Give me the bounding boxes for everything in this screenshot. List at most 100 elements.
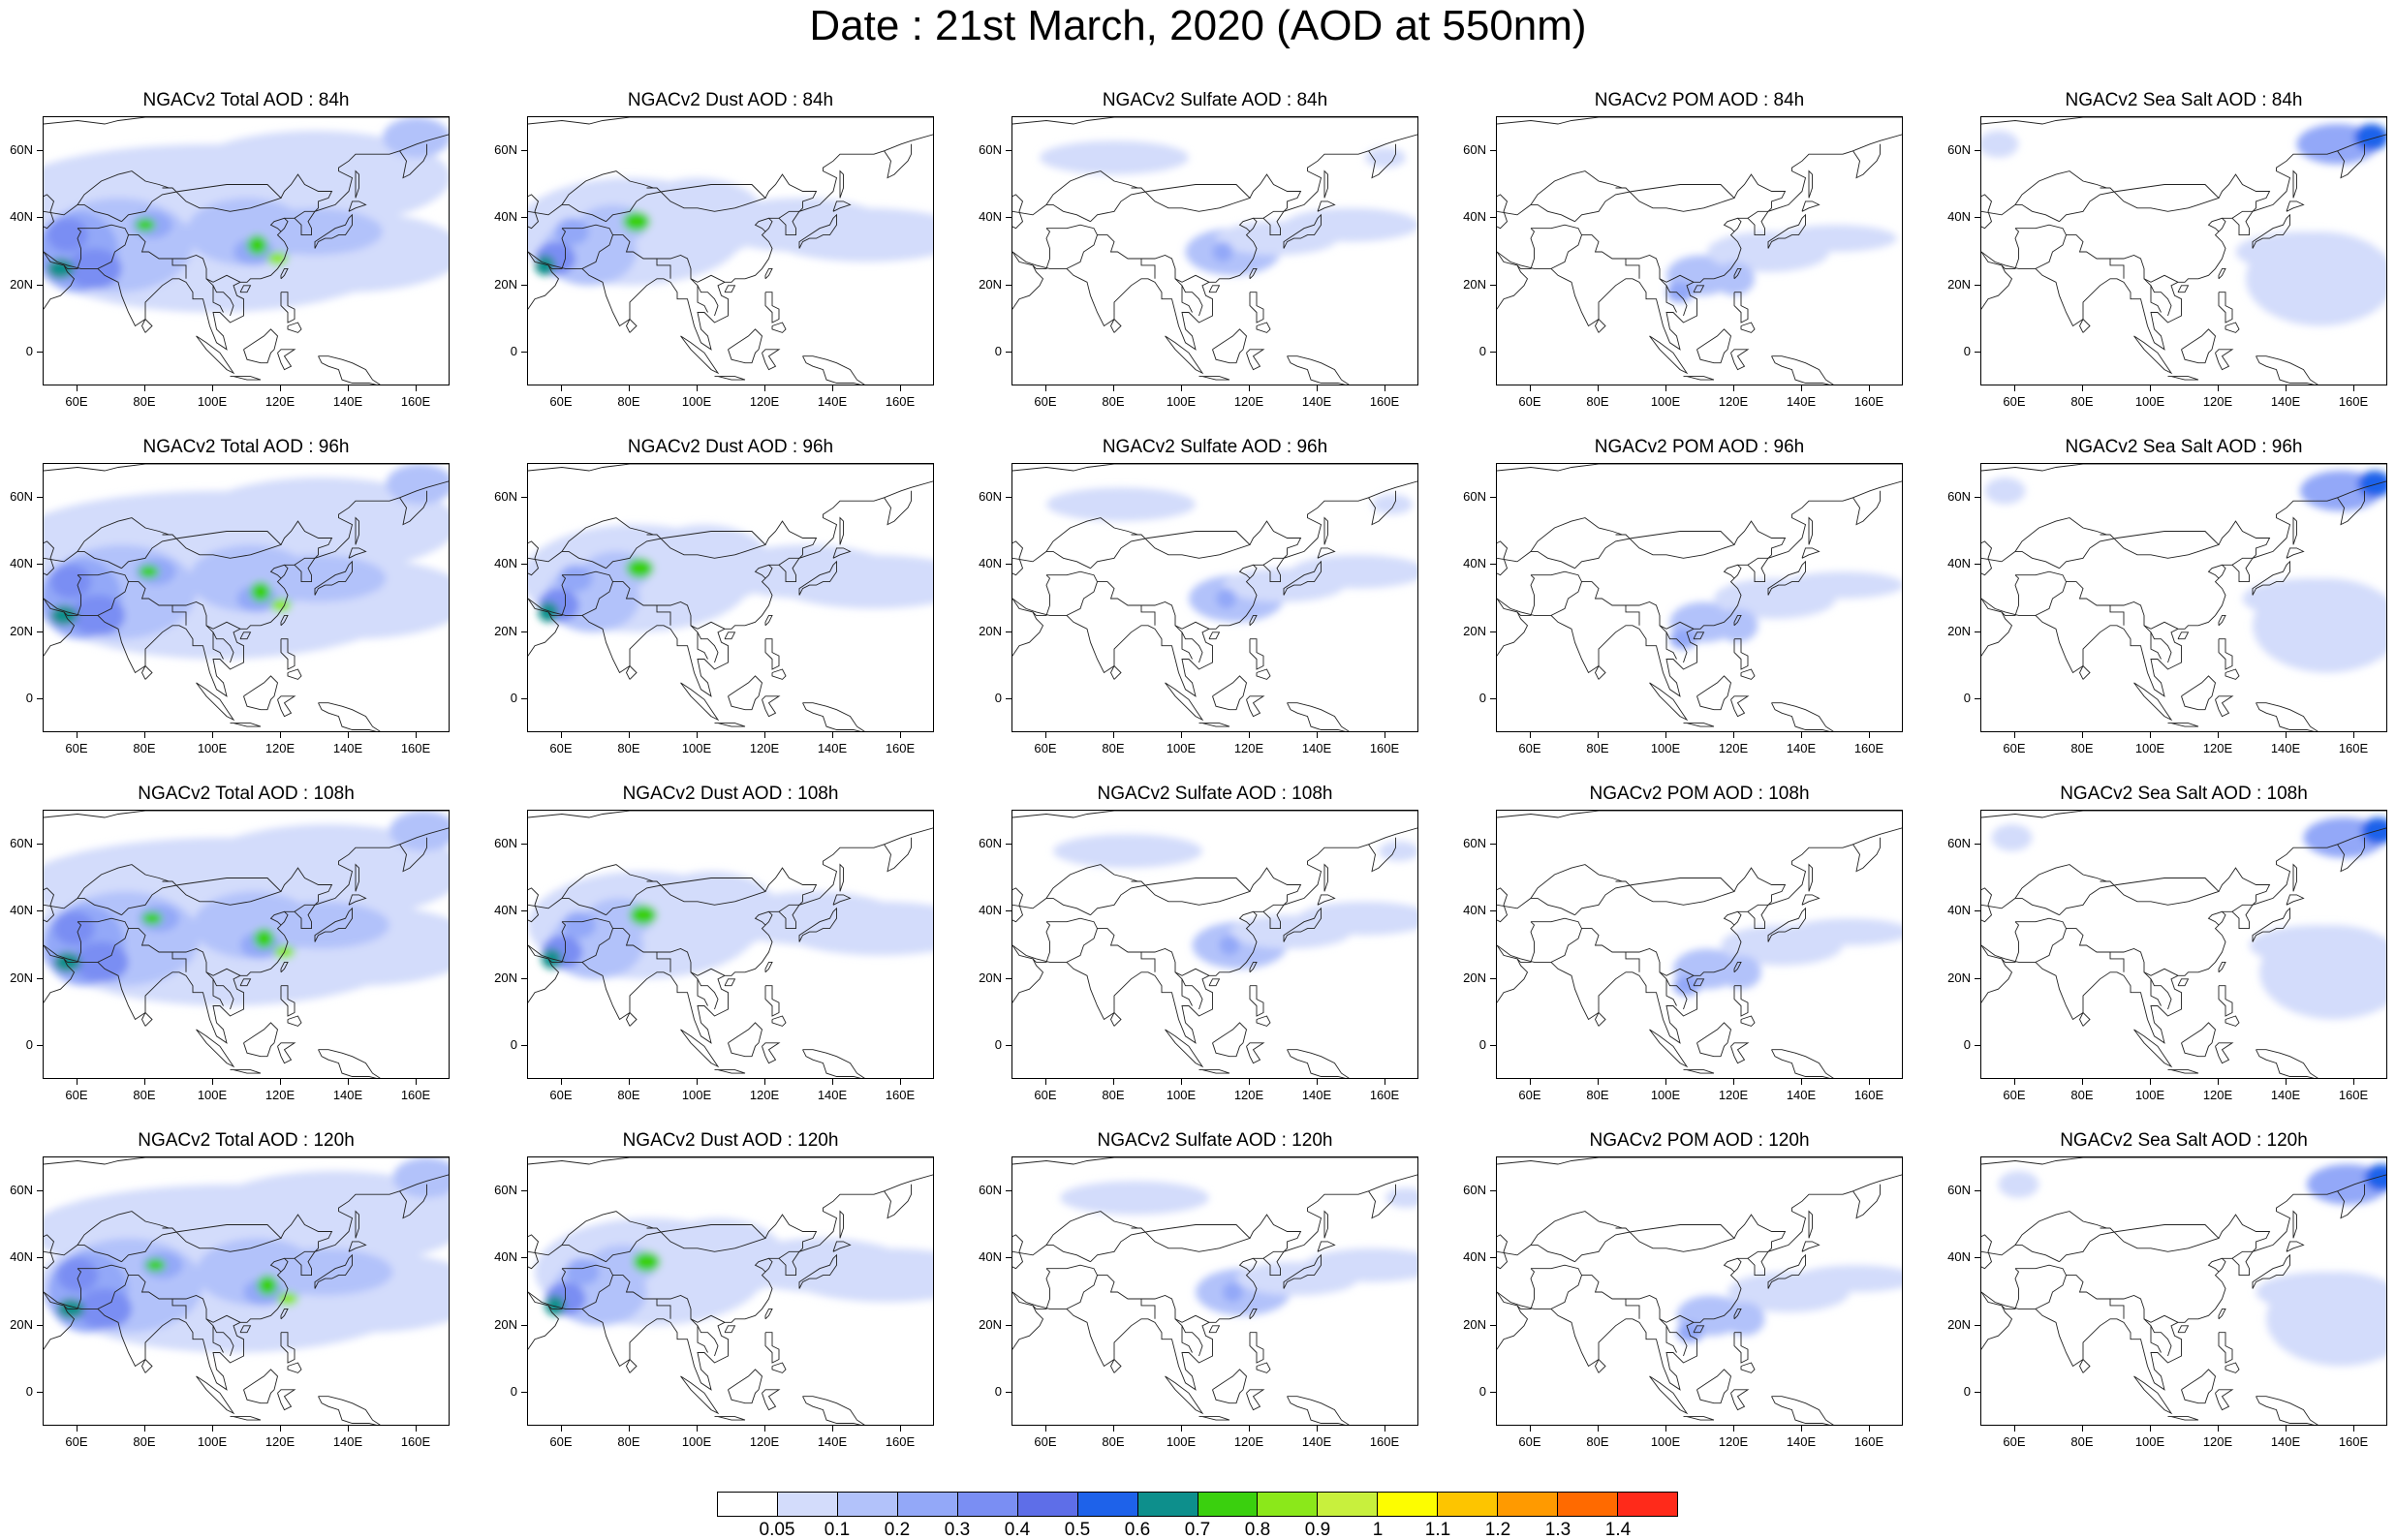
aod-blob [2357, 470, 2386, 498]
x-tick-mark [1869, 1079, 1870, 1085]
aod-field-map [44, 811, 449, 1078]
country-border [1012, 864, 1138, 909]
coastline [1852, 143, 1881, 179]
y-tick-mark [37, 352, 43, 354]
country-border [2066, 1275, 2179, 1323]
island-outline [1249, 961, 1258, 973]
aod-blob [2354, 123, 2386, 151]
y-tick-mark [521, 496, 527, 498]
coastline [768, 134, 933, 236]
coastline [1368, 1184, 1396, 1219]
coastlines [1012, 811, 1417, 1078]
x-tick-mark [280, 1079, 281, 1085]
x-tick-label: 160E [2338, 1434, 2369, 1449]
x-tick-label: 100E [1650, 1434, 1681, 1449]
country-border [2001, 921, 2020, 963]
island-outline [230, 1416, 262, 1421]
island-outline [1683, 723, 1715, 727]
island-outline [1740, 1362, 1756, 1373]
colorbar-label: 1.4 [1604, 1520, 1632, 1540]
y-tick-label: 0 [510, 1037, 517, 1053]
panel-title: NGACv2 Sulfate AOD : 108h [1097, 784, 1333, 804]
country-border [1140, 259, 1156, 279]
country-border [2059, 878, 2220, 916]
aod-field-map [1497, 811, 1902, 1078]
island-outline [728, 675, 762, 711]
country-border [2143, 971, 2172, 1010]
country-border [1531, 570, 1582, 616]
y-tick-label: 0 [25, 344, 33, 359]
coastline [1497, 811, 1902, 818]
aod-blob [1991, 823, 2033, 851]
country-border [44, 170, 170, 216]
country-border [1981, 864, 2107, 909]
x-tick-mark [77, 1426, 78, 1432]
island-outline [243, 1022, 278, 1058]
aod-blob [1717, 608, 1758, 643]
country-border [1531, 1264, 1582, 1309]
x-tick-label: 140E [2270, 741, 2301, 755]
island-outline [2252, 213, 2290, 249]
x-tick-label: 80E [617, 1088, 640, 1102]
coastline [1737, 480, 1902, 583]
x-tick-label: 160E [1853, 741, 1884, 755]
x-tick-label: 160E [885, 1434, 916, 1449]
coastline [1012, 251, 1044, 310]
island-outline [1981, 194, 1993, 230]
x-tick-label: 160E [885, 394, 916, 409]
y-tick-mark [1006, 496, 1011, 498]
colorbar-box [777, 1493, 838, 1516]
country-border [121, 531, 282, 570]
coastlines [44, 811, 449, 1078]
y-tick-label: 40N [1947, 556, 1971, 571]
x-tick-mark [1317, 1079, 1318, 1085]
panel-title: NGACv2 Total AOD : 120h [138, 1130, 355, 1151]
coastline [1981, 1157, 2386, 1165]
panel-title: NGACv2 POM AOD : 84h [1594, 90, 1805, 110]
y-tick-label: 60N [10, 1182, 33, 1197]
aod-blob [257, 1275, 278, 1296]
island-outline [2177, 285, 2190, 293]
country-border [1181, 285, 1193, 313]
coastline [1981, 910, 2226, 1044]
aod-field-map [1981, 1157, 2386, 1425]
x-tick-label: 140E [2270, 1434, 2301, 1449]
island-outline [280, 292, 296, 323]
country-border [528, 864, 654, 909]
x-tick-label: 80E [617, 741, 640, 755]
island-outline [1317, 547, 1336, 559]
y-tick-mark [1006, 284, 1011, 286]
country-border [1262, 904, 1284, 912]
island-outline [1730, 349, 1750, 371]
coastlines [1981, 117, 2386, 385]
island-outline [1767, 1253, 1806, 1289]
island-outline [230, 376, 262, 381]
x-tick-label: 60E [65, 1088, 88, 1102]
y-tick-mark [1006, 977, 1011, 979]
country-border [528, 1211, 654, 1256]
x-tick-label: 100E [2134, 741, 2165, 755]
y-tick-mark [1006, 1257, 1011, 1259]
y-tick-label: 40N [1463, 209, 1486, 225]
coastline [1012, 910, 1258, 1044]
island-outline [239, 978, 252, 987]
island-outline [1287, 1049, 1350, 1078]
y-tick-mark [521, 910, 527, 912]
y-tick-label: 40N [494, 1249, 517, 1265]
island-outline [1649, 682, 1689, 722]
aod-blob [1669, 629, 1697, 650]
x-tick-label: 60E [549, 741, 573, 755]
aod-blob [250, 581, 271, 602]
aod-field-map [1497, 117, 1902, 385]
coastline [1253, 134, 1417, 236]
island-outline [798, 560, 837, 596]
coastline [44, 564, 289, 697]
coastline [2222, 134, 2386, 236]
aod-blob [2361, 816, 2386, 845]
y-tick-label: 40N [10, 209, 33, 225]
x-tick-mark [764, 1079, 765, 1085]
country-border [1981, 1211, 2107, 1256]
country-border [1531, 917, 1582, 963]
x-tick-mark [77, 732, 78, 738]
x-tick-label: 140E [1301, 741, 1332, 755]
